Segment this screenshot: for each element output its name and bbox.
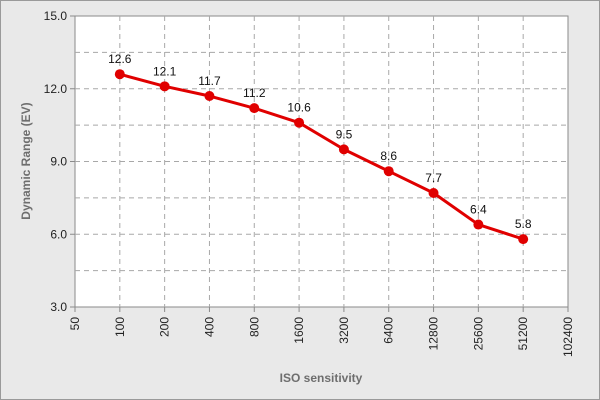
data-point xyxy=(383,166,394,177)
data-point xyxy=(338,144,349,155)
data-point xyxy=(518,234,529,245)
x-tick-label: 51200 xyxy=(516,317,530,351)
data-point xyxy=(114,69,125,80)
y-tick-label: 12.0 xyxy=(44,82,68,96)
data-label: 11.7 xyxy=(198,74,221,88)
data-point xyxy=(294,117,305,128)
data-point xyxy=(428,188,439,199)
data-label: 6.4 xyxy=(470,203,487,217)
x-tick-label: 12800 xyxy=(427,317,441,351)
x-tick-label: 800 xyxy=(247,317,261,337)
data-point xyxy=(249,103,260,114)
data-labels: 12.6 12.1 11.7 11.2 10.6 9.5 8.6 7.7 6.4 5.8 xyxy=(108,52,532,231)
data-label: 8.6 xyxy=(380,149,397,163)
x-tick-label: 1600 xyxy=(292,317,306,344)
x-tick-label: 400 xyxy=(202,317,216,337)
y-axis-title: Dynamic Range (EV) xyxy=(19,102,33,219)
axes: 50 100 200 400 800 1600 3200 6400 12800 25600 5120… xyxy=(44,9,575,357)
data-label: 11.2 xyxy=(243,86,266,100)
data-point xyxy=(204,91,215,102)
x-tick-label: 25600 xyxy=(471,317,485,351)
x-tick-label: 200 xyxy=(158,317,172,337)
y-tick-label: 3.0 xyxy=(50,300,67,314)
series-line xyxy=(119,72,524,241)
data-label: 9.5 xyxy=(336,127,353,141)
data-series xyxy=(114,69,529,245)
data-label: 10.6 xyxy=(287,101,311,115)
data-label: 12.1 xyxy=(153,64,177,78)
x-tick-label: 6400 xyxy=(382,317,396,344)
gridlines xyxy=(75,16,568,307)
x-tick-label: 102400 xyxy=(561,317,575,357)
data-label: 12.6 xyxy=(108,52,132,66)
data-point xyxy=(159,81,170,92)
y-tick-label: 9.0 xyxy=(50,155,67,169)
data-point xyxy=(473,219,484,230)
x-tick-label: 50 xyxy=(68,317,82,331)
y-tick-label: 15.0 xyxy=(44,9,68,23)
y-tick-label: 6.0 xyxy=(50,227,67,241)
data-label: 7.7 xyxy=(425,171,442,185)
x-tick-label: 3200 xyxy=(337,317,351,344)
x-tick-label: 100 xyxy=(113,317,127,337)
x-axis-title: ISO sensitivity xyxy=(280,371,363,385)
data-label: 5.8 xyxy=(515,217,532,231)
